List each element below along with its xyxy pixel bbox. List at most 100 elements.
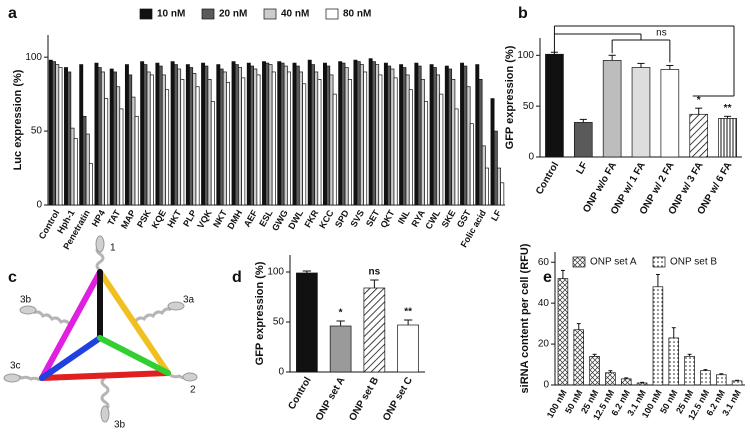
bar [356,61,361,206]
bar [241,77,246,206]
bar [363,71,368,206]
bar [631,67,651,158]
bar [299,71,303,206]
bar [204,65,209,206]
x-tick-label: LF [575,160,591,176]
bar [265,62,270,206]
legend-label: 10 nM [157,9,185,20]
bar [94,62,99,206]
legend-label: ONP set B [670,257,717,268]
bar [317,78,322,206]
bar [231,61,236,206]
bar [448,68,453,206]
y-tick-label: 100 [25,52,42,63]
bar [131,96,136,206]
bar [397,324,419,373]
bar [189,67,194,206]
bar [636,382,648,386]
x-tick-label: Control [534,160,561,196]
bar [100,71,105,206]
bar [177,68,182,206]
bar [383,62,388,206]
x-tick-label: QKT [378,208,396,230]
bar [250,65,255,206]
bar [128,74,133,206]
bar [109,68,114,206]
bar [246,62,251,206]
legend-swatch [572,256,586,268]
legend-swatch [263,8,277,20]
annotation: ** [404,307,412,318]
x-tick-label: KQE [150,208,168,230]
bar [140,61,145,206]
bar [497,167,501,206]
bar [371,61,376,206]
bar [143,64,148,206]
bar [420,78,425,206]
bar [353,59,358,206]
node-label: 3c [10,361,21,372]
bar [73,138,78,206]
bar [454,108,459,206]
bar [399,64,404,206]
bar [302,83,307,206]
bar [424,101,429,206]
annotation: * [339,308,343,319]
edges [39,269,171,381]
bar [589,356,600,386]
y-tick-label: 0 [278,367,284,378]
node-label: 2 [190,385,196,396]
bar [660,69,680,158]
spring-tips [3,235,198,423]
bar [338,61,343,206]
bar [146,71,151,206]
bar [500,182,505,206]
bar [85,133,90,206]
x-tick-label: HKT [165,208,183,229]
bar [469,123,474,206]
bar [226,81,231,206]
bar [451,78,456,206]
bar [573,122,593,158]
bar [207,78,212,206]
y-tick-label: 60 [538,257,550,268]
bar [439,93,444,206]
panel-letter: b [518,5,528,22]
diagram: c 1 3b 3a 3c 2 3b [3,235,198,431]
y-tick-label: 20 [538,339,550,350]
bar [478,78,483,206]
bar [173,64,178,206]
bar [715,374,727,386]
legend-label: ONP set A [590,257,637,268]
legend-swatch [325,8,339,20]
bar [82,115,87,206]
bar [436,74,441,206]
x-tick-label: Control [286,375,313,411]
x-tick-label: MAP [119,208,138,230]
bar [134,115,139,206]
bar [271,71,276,206]
bar [652,286,664,386]
panel-letter: a [8,5,17,22]
bar [378,74,383,206]
x-tick-label: ONP set C [381,375,415,423]
bar [387,65,392,206]
y-tick-label: 100 [517,50,534,61]
bar [192,73,197,206]
bar [158,65,163,206]
bar [216,64,221,206]
panel-letter: d [232,269,242,286]
panel-letter: e [543,269,552,286]
panel-letter: c [8,269,17,286]
bar [112,71,117,206]
annotation: * [697,95,701,106]
bar [466,86,471,206]
bar [104,98,109,206]
bar [668,337,680,386]
x-tick-label: AEF [242,208,260,229]
bar [444,65,449,206]
bar [314,71,319,206]
y-tick-label: 100 [267,267,284,278]
bar [375,64,380,206]
